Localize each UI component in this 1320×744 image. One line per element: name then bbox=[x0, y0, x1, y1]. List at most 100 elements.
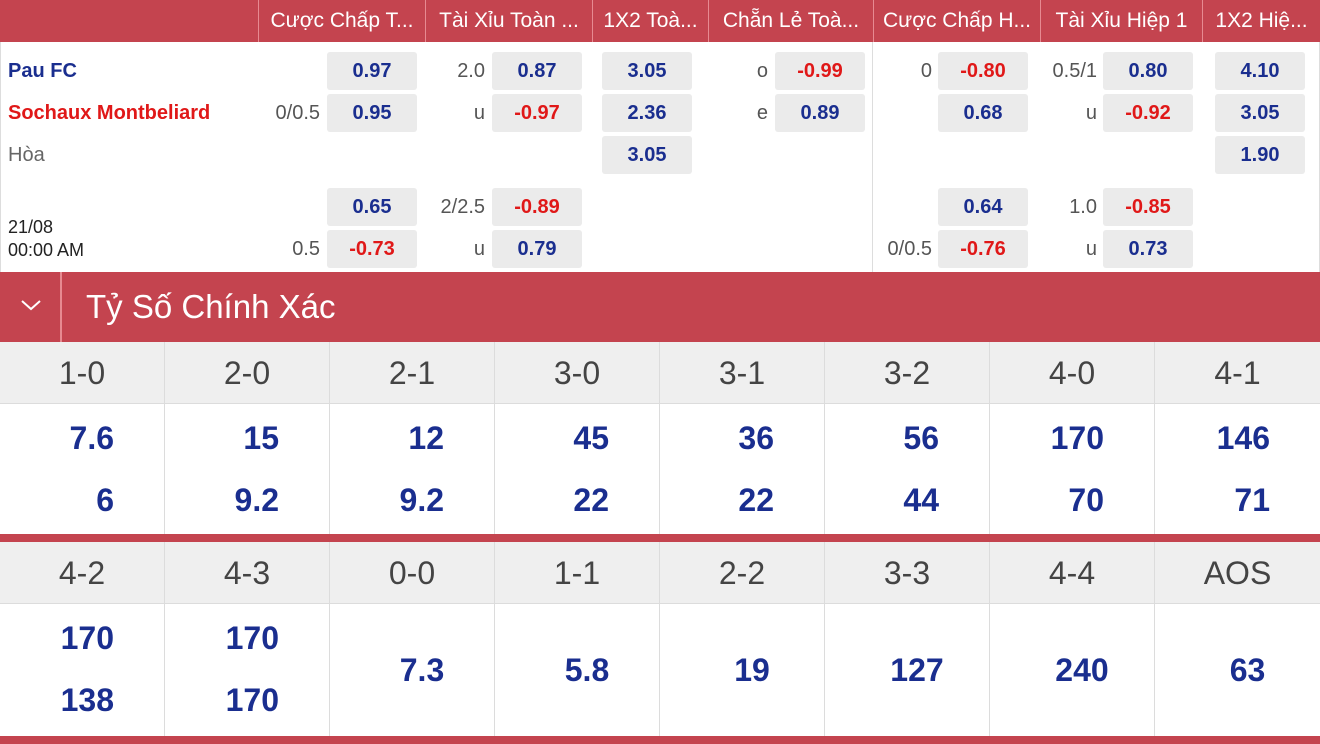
score-odd[interactable]: 127 bbox=[890, 652, 944, 688]
ft-ou-over-odd-2[interactable]: -0.89 bbox=[492, 188, 582, 226]
ft-ou-over-odd[interactable]: 0.87 bbox=[492, 52, 582, 90]
score-home-odd[interactable]: 12 bbox=[408, 420, 444, 456]
correct-score-grid-2: 4-2 170 138 4-3 170 170 0-0 7.3 1-1 5.8 2-2 19 3-3 12… bbox=[0, 542, 1320, 736]
correct-score-section-bar[interactable]: Tỷ Số Chính Xác bbox=[0, 272, 1320, 342]
ft-odd-label: o bbox=[756, 60, 768, 82]
score-away-odd[interactable]: 71 bbox=[1234, 482, 1270, 518]
score-home-odd[interactable]: 36 bbox=[738, 420, 774, 456]
score-home-odd[interactable]: 45 bbox=[573, 420, 609, 456]
h1-ou-line-2: 1.0 bbox=[1069, 196, 1097, 218]
ft-ou-under-odd[interactable]: -0.97 bbox=[492, 94, 582, 132]
h1-ou-under-odd[interactable]: -0.92 bbox=[1103, 94, 1193, 132]
score-label: AOS bbox=[1203, 555, 1272, 591]
score-away-odd[interactable]: 44 bbox=[903, 482, 939, 518]
away-team-name[interactable]: Sochaux Montbeliard bbox=[8, 102, 211, 124]
ft-hdp-home-odd-2[interactable]: 0.65 bbox=[327, 188, 417, 226]
score-away-odd[interactable]: 9.2 bbox=[399, 482, 444, 518]
score-label: 4-1 bbox=[1214, 355, 1261, 391]
match-time: 00:00 AM bbox=[8, 240, 85, 260]
score-home-odd[interactable]: 56 bbox=[903, 420, 939, 456]
home-team-name[interactable]: Pau FC bbox=[8, 60, 77, 82]
score-column: 2-2 19 bbox=[660, 542, 825, 736]
header-h1-1x2[interactable]: 1X2 Hiệ... bbox=[1202, 0, 1320, 42]
h1-hdp-line-2: 0/0.5 bbox=[887, 238, 932, 260]
score-label: 0-0 bbox=[388, 555, 436, 591]
h1-ou-over-odd-2[interactable]: -0.85 bbox=[1103, 188, 1193, 226]
h1-hdp-home-odd[interactable]: -0.80 bbox=[938, 52, 1028, 90]
header-ft-odd-even[interactable]: Chẵn Lẻ Toà... bbox=[708, 0, 873, 42]
ft-odd-odd[interactable]: -0.99 bbox=[775, 52, 865, 90]
h1-1x2-away-odd[interactable]: 3.05 bbox=[1215, 94, 1305, 132]
header-blank bbox=[0, 0, 258, 42]
score-column: 2-0 15 9.2 bbox=[165, 342, 330, 534]
header-ft-handicap[interactable]: Cược Chấp T... bbox=[258, 0, 425, 42]
h1-ou-under-odd-2[interactable]: 0.73 bbox=[1103, 230, 1193, 268]
ft-ou-line: 2.0 bbox=[457, 60, 485, 82]
score-column: 3-2 56 44 bbox=[825, 342, 990, 534]
ft-ou-line-2: 2/2.5 bbox=[440, 196, 485, 218]
header-h1-handicap[interactable]: Cược Chấp H... bbox=[873, 0, 1040, 42]
h1-ou-under-label-2: u bbox=[1085, 238, 1097, 260]
h1-ou-over-odd[interactable]: 0.80 bbox=[1103, 52, 1193, 90]
section-title: Tỷ Số Chính Xác bbox=[86, 288, 336, 325]
score-odd[interactable]: 63 bbox=[1229, 652, 1266, 688]
ft-even-label: e bbox=[756, 102, 768, 124]
score-odd[interactable]: 240 bbox=[1055, 652, 1109, 688]
ft-hdp-line-2: 0.5 bbox=[292, 238, 320, 260]
score-column: 4-3 170 170 bbox=[165, 542, 330, 736]
header-ft-over-under[interactable]: Tài Xỉu Toàn ... bbox=[425, 0, 592, 42]
score-away-odd[interactable]: 70 bbox=[1068, 482, 1104, 518]
score-home-odd[interactable]: 170 bbox=[60, 620, 114, 656]
score-column: 3-3 127 bbox=[825, 542, 990, 736]
score-home-odd[interactable]: 15 bbox=[243, 420, 279, 456]
ft-even-odd[interactable]: 0.89 bbox=[775, 94, 865, 132]
score-home-odd[interactable]: 7.6 bbox=[69, 420, 114, 456]
score-label: 1-1 bbox=[553, 555, 601, 591]
odds-header: Cược Chấp T... Tài Xỉu Toàn ... 1X2 Toà.… bbox=[0, 0, 1320, 42]
score-away-odd[interactable]: 9.2 bbox=[234, 482, 279, 518]
collapse-toggle[interactable] bbox=[0, 272, 62, 342]
score-odd[interactable]: 5.8 bbox=[564, 652, 610, 688]
ft-1x2-home-odd[interactable]: 3.05 bbox=[602, 52, 692, 90]
score-label: 3-3 bbox=[883, 555, 931, 591]
ft-hdp-home-odd[interactable]: 0.97 bbox=[327, 52, 417, 90]
ft-ou-under-odd-2[interactable]: 0.79 bbox=[492, 230, 582, 268]
header-ft-1x2[interactable]: 1X2 Toà... bbox=[592, 0, 708, 42]
h1-hdp-line: 0 bbox=[920, 60, 932, 82]
header-h1-over-under[interactable]: Tài Xỉu Hiệp 1 bbox=[1040, 0, 1202, 42]
score-label: 3-0 bbox=[553, 355, 601, 391]
score-column: AOS 63 bbox=[1155, 542, 1320, 736]
score-away-odd[interactable]: 6 bbox=[96, 482, 114, 518]
score-away-odd[interactable]: 22 bbox=[573, 482, 609, 518]
ft-hdp-away-odd-2[interactable]: -0.73 bbox=[327, 230, 417, 268]
h1-hdp-home-odd-2[interactable]: 0.64 bbox=[938, 188, 1028, 226]
h1-1x2-home-odd[interactable]: 4.10 bbox=[1215, 52, 1305, 90]
ft-ou-under-label-2: u bbox=[473, 238, 485, 260]
score-away-odd[interactable]: 22 bbox=[738, 482, 774, 518]
score-odd[interactable]: 19 bbox=[734, 652, 770, 688]
score-odd[interactable]: 7.3 bbox=[399, 652, 445, 688]
ft-1x2-draw-odd[interactable]: 3.05 bbox=[602, 136, 692, 174]
match-date: 21/08 bbox=[8, 217, 54, 237]
draw-label: Hòa bbox=[8, 144, 45, 166]
ft-hdp-line: 0/0.5 bbox=[275, 102, 320, 124]
h1-hdp-away-odd[interactable]: 0.68 bbox=[938, 94, 1028, 132]
score-label: 2-0 bbox=[223, 355, 271, 391]
score-column: 4-4 240 bbox=[990, 542, 1155, 736]
h1-1x2-draw-odd[interactable]: 1.90 bbox=[1215, 136, 1305, 174]
score-home-odd[interactable]: 170 bbox=[225, 620, 279, 656]
ft-hdp-away-odd[interactable]: 0.95 bbox=[327, 94, 417, 132]
h1-ou-line: 0.5/1 bbox=[1052, 60, 1097, 82]
score-label: 2-2 bbox=[718, 555, 766, 591]
score-home-odd[interactable]: 170 bbox=[1050, 420, 1104, 456]
h1-hdp-away-odd-2[interactable]: -0.76 bbox=[938, 230, 1028, 268]
score-home-odd[interactable]: 146 bbox=[1216, 420, 1270, 456]
score-column: 3-0 45 22 bbox=[495, 342, 660, 534]
score-column: 3-1 36 22 bbox=[660, 342, 825, 534]
score-away-odd[interactable]: 170 bbox=[225, 682, 279, 718]
grid-separator-bottom bbox=[0, 736, 1320, 744]
score-away-odd[interactable]: 138 bbox=[60, 682, 114, 718]
score-label: 4-2 bbox=[58, 555, 106, 591]
ft-1x2-away-odd[interactable]: 2.36 bbox=[602, 94, 692, 132]
score-label: 4-3 bbox=[223, 555, 271, 591]
